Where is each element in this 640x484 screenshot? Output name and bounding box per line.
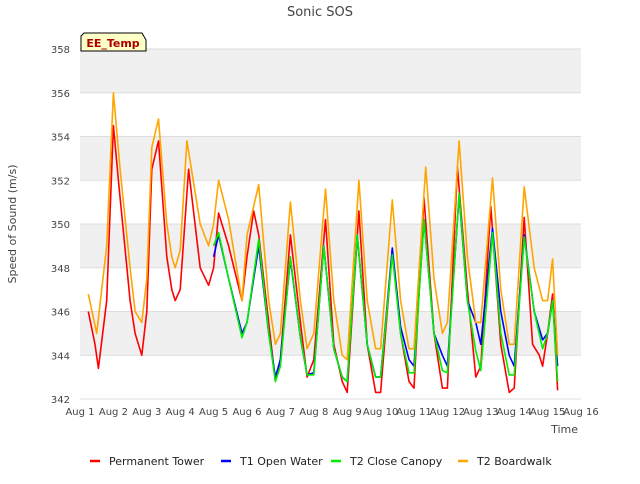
y-tick-label: 354: [51, 133, 70, 144]
x-tick-labels: Aug 1 Aug 2 Aug 3 Aug 4 Aug 5 Aug 6 Aug 7 Aug 8…: [65, 407, 598, 418]
ee-temp-badge: EE_Temp: [80, 32, 147, 52]
chart-title: Sonic SOS: [287, 5, 353, 20]
y-tick-label: 352: [51, 176, 70, 187]
x-tick-label: Aug 13: [463, 407, 498, 418]
series-lines: [87, 92, 559, 394]
y-tick-label: 350: [51, 220, 70, 231]
x-tick-label: Aug 5: [199, 407, 228, 418]
y-tick-labels: 342 344 346 348 350 352 354 356 358: [51, 45, 70, 406]
y-tick-label: 346: [51, 308, 70, 319]
legend-label: T2 Close Canopy: [349, 455, 443, 468]
x-tick-label: Aug 3: [132, 407, 161, 418]
band: [80, 49, 581, 93]
background-bands: [80, 49, 581, 356]
x-tick-label: Aug 6: [232, 407, 261, 418]
x-axis-label: Time: [550, 423, 578, 436]
x-tick-label: Aug 11: [396, 407, 431, 418]
y-tick-label: 344: [51, 351, 70, 362]
badge-label: EE_Temp: [86, 37, 139, 50]
x-tick-label: Aug 1: [65, 407, 94, 418]
legend-label: Permanent Tower: [109, 455, 205, 468]
y-tick-label: 342: [51, 395, 70, 406]
y-tick-label: 358: [51, 45, 70, 56]
legend-label: T2 Boardwalk: [476, 455, 552, 468]
x-tick-label: Aug 16: [563, 407, 598, 418]
series-line: [87, 124, 559, 394]
x-tick-label: Aug 7: [266, 407, 295, 418]
x-tick-label: Aug 14: [496, 407, 531, 418]
x-tick-label: Aug 4: [166, 407, 195, 418]
x-tick-label: Aug 15: [530, 407, 565, 418]
y-axis-label: Speed of Sound (m/s): [6, 165, 19, 284]
x-tick-label: Aug 12: [430, 407, 465, 418]
legend-label: T1 Open Water: [239, 455, 323, 468]
y-tick-label: 356: [51, 89, 70, 100]
legend: Permanent Tower T1 Open Water T2 Close Can…: [90, 455, 552, 468]
x-tick-label: Aug 9: [333, 407, 362, 418]
x-tick-label: Aug 8: [299, 407, 328, 418]
x-tick-label: Aug 10: [363, 407, 398, 418]
badge-shape: [80, 32, 147, 52]
x-tick-label: Aug 2: [99, 407, 128, 418]
series-line: [212, 192, 559, 383]
series-line: [87, 92, 559, 361]
y-tick-label: 348: [51, 264, 70, 275]
